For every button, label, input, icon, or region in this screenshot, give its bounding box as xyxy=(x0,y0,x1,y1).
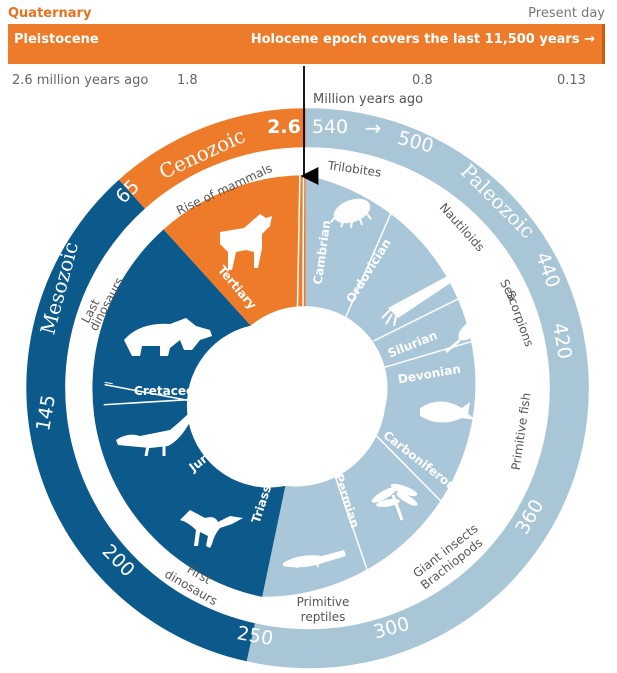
mesozoic-outer-band xyxy=(26,179,256,662)
sea-scorpion-icon xyxy=(445,307,494,353)
quaternary-timeline: Quaternary Present day Pleistocene Holoc… xyxy=(0,0,617,110)
pleistocene-label: Pleistocene xyxy=(14,32,99,47)
event-primitive: Primitive xyxy=(297,595,350,609)
mesozoic-inner-sector xyxy=(92,229,286,597)
event-scorpions: Scorpions xyxy=(503,289,536,349)
fish-icon xyxy=(420,401,476,423)
tick-0-13: 0.13 xyxy=(557,73,586,88)
tick-1-8: 1.8 xyxy=(177,73,198,88)
tick-0-8: 0.8 xyxy=(412,73,433,88)
quaternary-bar: Pleistocene Holocene epoch covers the la… xyxy=(8,24,605,64)
age-2-6: 2.6 xyxy=(267,116,301,138)
holocene-label: Holocene epoch covers the last 11,500 ye… xyxy=(250,32,595,47)
period-cretaceous: Cretaceous xyxy=(134,384,210,398)
trilobite-icon xyxy=(330,198,372,229)
unit-label: Million years ago xyxy=(313,92,424,107)
age-540: 540 xyxy=(312,116,348,138)
tick-2-6: 2.6 million years ago xyxy=(12,73,149,88)
event-trilobites: Trilobites xyxy=(326,158,382,179)
event-ticks xyxy=(104,181,530,542)
period-separators xyxy=(103,175,506,590)
quaternary-label: Quaternary xyxy=(8,6,92,21)
triceratops-icon xyxy=(124,318,212,356)
event-reptiles: reptiles xyxy=(301,610,346,624)
nautiloid-icon xyxy=(381,270,462,327)
present-day-label: Present day xyxy=(528,6,605,21)
center-hole xyxy=(223,306,388,471)
holocene-segment xyxy=(602,24,605,64)
reptile-icon xyxy=(283,550,346,569)
age-arrow: → xyxy=(365,116,382,140)
paleozoic-inner-sector xyxy=(262,175,476,597)
sauropod-icon xyxy=(116,412,200,457)
cenozoic-outer-band xyxy=(118,108,306,209)
dragonfly-icon xyxy=(371,483,418,521)
dinosaur-icon xyxy=(180,510,243,548)
event-primitive-fish: Primitive fish xyxy=(509,392,534,471)
horse-icon xyxy=(220,214,272,270)
